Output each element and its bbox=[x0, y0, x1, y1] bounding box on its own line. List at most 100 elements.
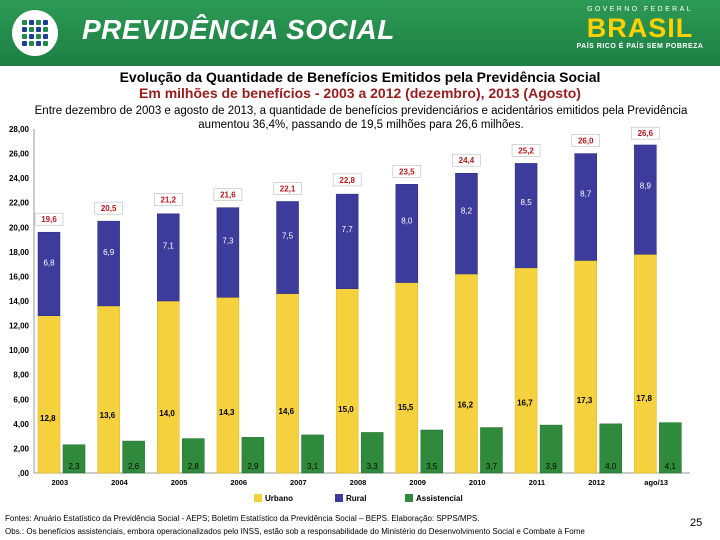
legend-swatch bbox=[405, 494, 413, 502]
total-label: 24,4 bbox=[459, 156, 475, 165]
y-tick-label: 14,00 bbox=[9, 297, 30, 306]
bar-assistencial bbox=[599, 423, 622, 474]
gov-word: BRASIL bbox=[586, 13, 694, 43]
gov-top-text: GOVERNO FEDERAL bbox=[586, 6, 693, 13]
total-label: 21,6 bbox=[220, 191, 236, 200]
total-label: 19,6 bbox=[41, 215, 57, 224]
legend-swatch bbox=[254, 494, 262, 502]
governo-federal-logo: GOVERNO FEDERAL BRASIL PAÍS RICO É PAÍS … bbox=[572, 6, 708, 62]
label-urbano: 14,0 bbox=[159, 409, 175, 418]
label-rural: 6,9 bbox=[103, 248, 115, 257]
x-tick-label: 2010 bbox=[469, 478, 486, 487]
bar-urbano bbox=[335, 288, 359, 474]
total-label-box bbox=[571, 134, 601, 147]
bar-urbano bbox=[276, 293, 299, 474]
y-tick-label: 10,00 bbox=[9, 346, 30, 355]
x-tick-label: 2011 bbox=[529, 478, 545, 487]
y-tick-label: ,00 bbox=[18, 469, 30, 478]
total-label-box bbox=[34, 212, 64, 226]
bar-rural bbox=[455, 172, 478, 275]
total-label-box bbox=[392, 164, 422, 178]
bar-assistencial bbox=[420, 429, 444, 474]
label-rural: 8,0 bbox=[401, 217, 413, 226]
total-label: 23,5 bbox=[399, 167, 415, 176]
bar-urbano bbox=[634, 254, 657, 474]
bar-urbano bbox=[395, 282, 419, 474]
bar-assistencial bbox=[480, 427, 503, 474]
bar-rural bbox=[335, 193, 359, 289]
label-assistencial: 3,7 bbox=[486, 462, 498, 471]
stacked-bar-chart: ,00 2,00 4,00 6,00 8,00 10,00 12,00 14,00 16,00 1… bbox=[9, 125, 690, 503]
legend-label: Urbano bbox=[265, 494, 293, 503]
legend-label: Assistencial bbox=[416, 494, 463, 503]
label-rural: 7,5 bbox=[282, 231, 294, 240]
bar-assistencial bbox=[122, 440, 145, 474]
total-label-box bbox=[273, 182, 302, 195]
label-rural: 8,2 bbox=[461, 207, 473, 216]
bar-urbano bbox=[455, 273, 478, 474]
y-tick-label: 4,00 bbox=[13, 420, 29, 429]
bar-rural bbox=[37, 231, 61, 316]
bar-urbano bbox=[574, 260, 597, 474]
y-tick-label: 18,00 bbox=[9, 248, 30, 257]
label-urbano: 15,0 bbox=[338, 405, 354, 414]
label-rural: 8,7 bbox=[580, 189, 592, 198]
x-tick-label: 2008 bbox=[350, 478, 367, 487]
x-tick-label: 2007 bbox=[290, 478, 307, 487]
label-rural: 7,7 bbox=[342, 225, 354, 234]
bar-urbano bbox=[37, 315, 61, 474]
label-assistencial: 4,1 bbox=[665, 462, 677, 471]
bar-assistencial bbox=[360, 432, 384, 474]
label-urbano: 17,3 bbox=[577, 396, 593, 405]
legend-label: Rural bbox=[346, 494, 366, 503]
total-label: 22,1 bbox=[280, 184, 296, 193]
label-urbano: 17,8 bbox=[636, 394, 652, 403]
bar-rural bbox=[97, 220, 120, 307]
total-label-box bbox=[94, 201, 123, 215]
total-label-box bbox=[153, 193, 183, 206]
bar-rural bbox=[514, 163, 538, 269]
x-tick-label: 2004 bbox=[111, 478, 129, 487]
page-number: 25 bbox=[690, 517, 703, 529]
y-tick-label: 26,00 bbox=[9, 150, 30, 159]
label-rural: 8,9 bbox=[640, 182, 652, 191]
total-label-box bbox=[213, 188, 243, 201]
y-tick-label: 20,00 bbox=[9, 223, 30, 232]
label-urbano: 16,7 bbox=[517, 398, 533, 407]
bar-assistencial bbox=[301, 434, 324, 474]
y-tick-label: 24,00 bbox=[9, 174, 30, 183]
chart-description: Entre dezembro de 2003 e agosto de 2013,… bbox=[34, 105, 688, 131]
bar-assistencial bbox=[182, 438, 205, 474]
label-rural: 6,8 bbox=[43, 259, 55, 268]
bar-urbano bbox=[97, 305, 120, 474]
label-assistencial: 2,6 bbox=[128, 462, 140, 471]
label-urbano: 16,2 bbox=[457, 400, 473, 409]
x-tick-label: 2005 bbox=[171, 478, 188, 487]
label-urbano: 14,6 bbox=[279, 407, 295, 416]
total-label-box bbox=[332, 173, 362, 187]
bar-assistencial bbox=[539, 424, 563, 474]
bar-rural bbox=[157, 213, 180, 302]
footer-note: Obs.: Os benefícios assistenciais, embor… bbox=[5, 527, 585, 536]
gov-slogan: PAÍS RICO É PAÍS SEM POBREZA bbox=[576, 43, 704, 50]
total-label: 26,0 bbox=[578, 137, 594, 146]
bar-urbano bbox=[157, 300, 180, 474]
label-assistencial: 3,1 bbox=[307, 462, 319, 471]
label-urbano: 12,8 bbox=[40, 414, 56, 423]
brand-title: PREVIDÊNCIA SOCIAL bbox=[82, 14, 395, 45]
bar-assistencial bbox=[241, 437, 265, 474]
label-urbano: 14,3 bbox=[219, 408, 235, 417]
y-tick-label: 12,00 bbox=[9, 322, 30, 331]
total-label-box bbox=[452, 153, 481, 167]
x-tick-label: 2009 bbox=[409, 478, 426, 487]
label-assistencial: 2,8 bbox=[188, 462, 200, 471]
previdencia-logo-icon bbox=[12, 10, 58, 56]
total-label-box bbox=[511, 144, 541, 157]
label-assistencial: 4,0 bbox=[605, 462, 617, 471]
label-rural: 7,1 bbox=[163, 242, 175, 251]
y-tick-label: 8,00 bbox=[13, 371, 29, 380]
chart-title: Evolução da Quantidade de Benefícios Emi… bbox=[119, 69, 601, 85]
y-tick-label: 28,00 bbox=[9, 125, 30, 134]
label-assistencial: 2,3 bbox=[68, 462, 80, 471]
total-label: 25,2 bbox=[518, 146, 534, 155]
